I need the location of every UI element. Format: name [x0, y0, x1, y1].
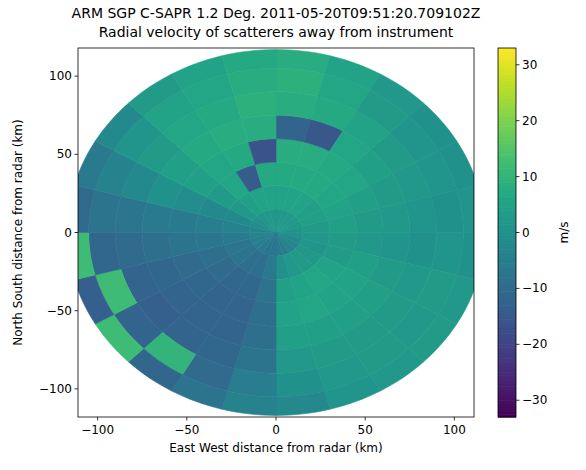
cell — [276, 221, 302, 233]
colorbar-tick-label: −30 — [522, 393, 547, 407]
cell — [196, 233, 225, 251]
cell — [262, 186, 276, 210]
cell — [255, 162, 276, 187]
cell — [142, 233, 172, 263]
colorbar-tick-label: −10 — [522, 281, 547, 295]
x-tick — [365, 417, 366, 421]
x-tick — [454, 417, 455, 421]
y-tick — [75, 310, 79, 311]
cell — [276, 92, 318, 119]
cell — [324, 56, 380, 91]
cell — [276, 278, 297, 303]
cell — [95, 315, 143, 362]
subtitle: Radial velocity of scatterers away from … — [99, 24, 454, 40]
chart: −100−50050100−100−50050100ARM SGP C-SAPR… — [0, 0, 586, 470]
cell — [222, 233, 250, 245]
colorbar-tick-label: 0 — [522, 226, 530, 240]
cell — [379, 202, 409, 232]
cell — [78, 275, 114, 324]
colorbar-tick — [516, 176, 520, 177]
cell — [78, 185, 95, 232]
x-tick — [97, 417, 98, 421]
x-axis-label: East West distance from radar (km) — [169, 441, 382, 455]
cell — [222, 391, 276, 415]
cell — [276, 255, 290, 279]
cell — [234, 92, 276, 119]
y-tick — [75, 154, 79, 155]
cell — [408, 103, 456, 150]
y-tick-label: 0 — [64, 226, 72, 240]
colorbar-tick-label: 10 — [522, 170, 537, 184]
colorbar-tick — [516, 400, 520, 401]
colorbar-tick — [516, 344, 520, 345]
x-tick — [276, 417, 277, 421]
cell — [302, 220, 330, 232]
cell — [249, 233, 276, 239]
cell — [276, 226, 303, 232]
cell — [222, 50, 276, 74]
cell — [169, 233, 198, 257]
colorbar-tick — [516, 120, 520, 121]
y-tick — [75, 232, 79, 233]
cell — [457, 185, 474, 232]
cell — [438, 275, 474, 324]
x-tick-label: 100 — [443, 423, 466, 437]
cell — [115, 233, 146, 269]
cell — [78, 141, 114, 190]
colorbar-tick — [516, 232, 520, 233]
y-tick-label: 100 — [49, 69, 72, 83]
cell — [370, 349, 424, 391]
cell — [172, 56, 228, 91]
colorbar-label: m/s — [557, 222, 571, 244]
x-tick-label: 0 — [272, 423, 280, 437]
x-tick — [186, 417, 187, 421]
cell — [276, 323, 311, 350]
colorbar-tick — [516, 288, 520, 289]
cell — [276, 233, 289, 256]
y-tick-label: 50 — [57, 147, 72, 161]
cell — [354, 208, 383, 232]
y-axis-label: North South distance from radar (km) — [11, 119, 25, 345]
cell — [328, 214, 357, 232]
title: ARM SGP C-SAPR 1.2 Deg. 2011-05-20T09:51… — [72, 5, 481, 21]
y-tick — [75, 76, 79, 77]
cell — [172, 375, 228, 410]
cell — [276, 50, 330, 74]
plot-frame — [78, 48, 474, 417]
colorbar-tick-label: 20 — [522, 114, 537, 128]
colorbar-tick-label: 30 — [522, 58, 537, 72]
cell — [324, 375, 380, 410]
cell — [128, 74, 182, 116]
cell — [248, 139, 276, 165]
cell — [276, 233, 283, 256]
colorbar-frame — [498, 48, 516, 417]
cell — [276, 391, 330, 415]
cell — [250, 233, 276, 245]
cell — [241, 115, 276, 142]
cell — [78, 233, 95, 280]
cell — [269, 209, 276, 232]
colorbar-tick — [516, 64, 520, 65]
y-tick — [75, 388, 79, 389]
cell — [405, 233, 436, 269]
cells — [78, 50, 474, 416]
y-tick-label: −50 — [47, 304, 72, 318]
cell — [457, 233, 474, 280]
y-tick-label: −100 — [39, 382, 72, 396]
cell — [405, 196, 436, 232]
x-tick-label: −50 — [174, 423, 199, 437]
cell — [115, 196, 146, 232]
cell — [234, 346, 276, 373]
colorbar-tick-label: −20 — [522, 337, 547, 351]
cell — [438, 141, 474, 190]
x-tick-label: 50 — [358, 423, 373, 437]
colorbar-step — [498, 48, 516, 51]
cell — [263, 210, 276, 233]
x-tick-label: −100 — [81, 423, 114, 437]
colorbar — [498, 48, 516, 418]
cell — [276, 300, 304, 326]
cell — [276, 346, 318, 373]
